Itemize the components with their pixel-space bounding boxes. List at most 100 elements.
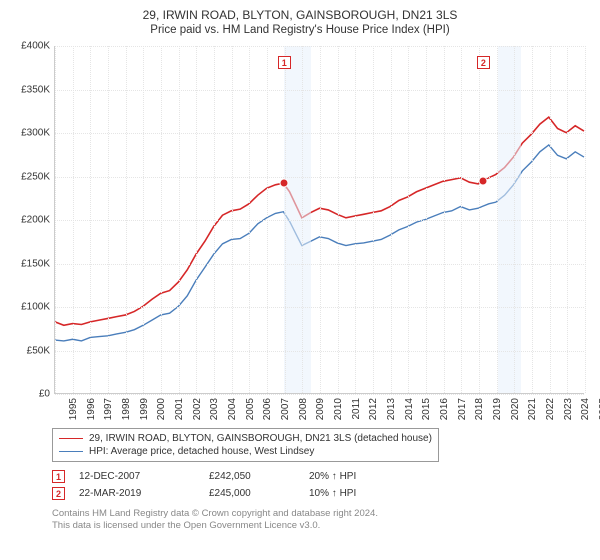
y-axis-label: £50K <box>10 345 50 356</box>
x-axis-label: 2018 <box>474 398 485 420</box>
x-axis-label: 2022 <box>545 398 556 420</box>
transaction-marker-2: 2 <box>52 487 65 500</box>
gridline-v <box>585 46 586 393</box>
x-axis-label: 2007 <box>280 398 291 420</box>
legend-row-hpi: HPI: Average price, detached house, West… <box>59 445 432 458</box>
gridline-v <box>320 46 321 393</box>
gridline-v <box>391 46 392 393</box>
x-axis-label: 1998 <box>121 398 132 420</box>
chart-marker-box: 1 <box>278 56 291 69</box>
gridline-v <box>73 46 74 393</box>
gridline-v <box>267 46 268 393</box>
footer-line-1: Contains HM Land Registry data © Crown c… <box>52 508 590 520</box>
gridline-v <box>143 46 144 393</box>
chart-container: 29, IRWIN ROAD, BLYTON, GAINSBOROUGH, DN… <box>0 0 600 560</box>
transaction-pct: 10% ↑ HPI <box>309 488 419 499</box>
transaction-price: £245,000 <box>209 488 309 499</box>
x-axis-label: 2024 <box>580 398 591 420</box>
x-axis-label: 2016 <box>439 398 450 420</box>
x-axis-label: 2003 <box>209 398 220 420</box>
x-axis-label: 2000 <box>156 398 167 420</box>
y-axis-label: £400K <box>10 41 50 52</box>
x-axis-label: 1999 <box>139 398 150 420</box>
gridline-v <box>108 46 109 393</box>
x-axis-label: 2023 <box>563 398 574 420</box>
gridline-v <box>196 46 197 393</box>
chart-marker-dot <box>478 176 487 185</box>
x-axis-label: 2002 <box>192 398 203 420</box>
transaction-marker-1: 1 <box>52 470 65 483</box>
gridline-v <box>232 46 233 393</box>
y-axis-label: £250K <box>10 171 50 182</box>
x-axis-label: 2014 <box>404 398 415 420</box>
x-axis-label: 1995 <box>68 398 79 420</box>
gridline-v <box>338 46 339 393</box>
x-axis-label: 2011 <box>350 398 361 420</box>
y-axis-label: £0 <box>10 389 50 400</box>
gridline-v <box>285 46 286 393</box>
transaction-date: 12-DEC-2007 <box>79 471 209 482</box>
legend: 29, IRWIN ROAD, BLYTON, GAINSBOROUGH, DN… <box>52 428 592 462</box>
gridline-v <box>444 46 445 393</box>
footer-text: Contains HM Land Registry data © Crown c… <box>52 508 590 533</box>
gridline-v <box>302 46 303 393</box>
gridline-v <box>55 46 56 393</box>
gridline-v <box>514 46 515 393</box>
y-axis-label: £100K <box>10 302 50 313</box>
x-axis-label: 2001 <box>174 398 185 420</box>
gridline-v <box>214 46 215 393</box>
x-axis-label: 2013 <box>386 398 397 420</box>
chart-marker-box: 2 <box>477 56 490 69</box>
legend-label-hpi: HPI: Average price, detached house, West… <box>89 446 314 457</box>
x-axis-label: 2021 <box>527 398 538 420</box>
footer-line-2: This data is licensed under the Open Gov… <box>52 520 590 532</box>
gridline-v <box>567 46 568 393</box>
x-axis-label: 2017 <box>457 398 468 420</box>
gridline-v <box>479 46 480 393</box>
transaction-table: 1 12-DEC-2007 £242,050 20% ↑ HPI 2 22-MA… <box>52 468 590 502</box>
gridline-h <box>55 394 584 395</box>
gridline-v <box>461 46 462 393</box>
gridline-v <box>550 46 551 393</box>
x-axis-label: 2006 <box>262 398 273 420</box>
x-axis-label: 2010 <box>333 398 344 420</box>
transaction-row: 1 12-DEC-2007 £242,050 20% ↑ HPI <box>52 468 590 485</box>
gridline-v <box>408 46 409 393</box>
y-axis-label: £200K <box>10 215 50 226</box>
gridline-v <box>179 46 180 393</box>
gridline-v <box>426 46 427 393</box>
x-axis-label: 2012 <box>368 398 379 420</box>
y-axis-label: £300K <box>10 128 50 139</box>
legend-swatch-property <box>59 438 83 439</box>
x-axis-label: 2004 <box>227 398 238 420</box>
legend-label-property: 29, IRWIN ROAD, BLYTON, GAINSBOROUGH, DN… <box>89 433 432 444</box>
x-axis-label: 2008 <box>298 398 309 420</box>
x-axis-label: 1997 <box>103 398 114 420</box>
legend-swatch-hpi <box>59 451 83 452</box>
gridline-v <box>249 46 250 393</box>
legend-series-box: 29, IRWIN ROAD, BLYTON, GAINSBOROUGH, DN… <box>52 428 439 462</box>
transaction-price: £242,050 <box>209 471 309 482</box>
transaction-pct: 20% ↑ HPI <box>309 471 419 482</box>
transaction-row: 2 22-MAR-2019 £245,000 10% ↑ HPI <box>52 485 590 502</box>
gridline-v <box>355 46 356 393</box>
chart-subtitle: Price paid vs. HM Land Registry's House … <box>10 24 590 36</box>
gridline-v <box>497 46 498 393</box>
gridline-v <box>373 46 374 393</box>
y-axis-label: £150K <box>10 258 50 269</box>
plot-region: 12 <box>54 46 584 394</box>
x-axis-label: 2019 <box>492 398 503 420</box>
x-axis-label: 2009 <box>315 398 326 420</box>
legend-row-property: 29, IRWIN ROAD, BLYTON, GAINSBOROUGH, DN… <box>59 432 432 445</box>
x-axis-label: 2005 <box>245 398 256 420</box>
x-axis-label: 2020 <box>510 398 521 420</box>
gridline-v <box>126 46 127 393</box>
x-axis-label: 1996 <box>86 398 97 420</box>
gridline-v <box>90 46 91 393</box>
y-axis-label: £350K <box>10 84 50 95</box>
gridline-v <box>532 46 533 393</box>
chart-area: 12 £0£50K£100K£150K£200K£250K£300K£350K£… <box>10 42 590 422</box>
chart-marker-dot <box>279 179 288 188</box>
x-axis-label: 2015 <box>421 398 432 420</box>
chart-title: 29, IRWIN ROAD, BLYTON, GAINSBOROUGH, DN… <box>10 8 590 22</box>
